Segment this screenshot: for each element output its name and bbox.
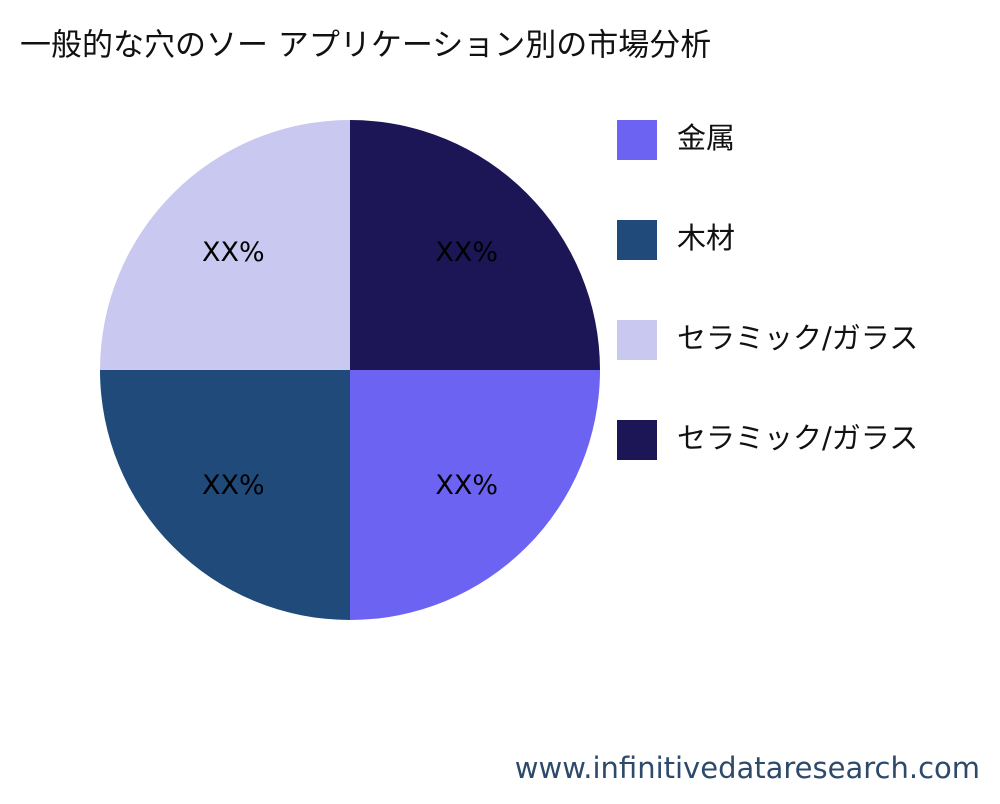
legend-label: セラミック/ガラス bbox=[677, 321, 918, 355]
legend-swatch bbox=[617, 120, 657, 160]
pie-slice bbox=[100, 370, 350, 620]
pie-slice bbox=[350, 120, 600, 370]
legend-label: 木材 bbox=[677, 221, 735, 255]
chart-title: 一般的な穴のソー アプリケーション別の市場分析 bbox=[20, 28, 711, 64]
watermark: www.infinitivedataresearch.com bbox=[515, 751, 980, 785]
data-label: XX% bbox=[202, 237, 265, 268]
data-label: XX% bbox=[202, 470, 265, 501]
legend-swatch bbox=[617, 420, 657, 460]
legend-label: セラミック/ガラス bbox=[677, 421, 918, 455]
legend-swatch bbox=[617, 320, 657, 360]
legend-swatch bbox=[617, 220, 657, 260]
pie-slice bbox=[100, 120, 350, 370]
data-label: XX% bbox=[435, 470, 498, 501]
pie-slice bbox=[350, 370, 600, 620]
legend-label: 金属 bbox=[677, 121, 735, 155]
data-label: XX% bbox=[435, 237, 498, 268]
